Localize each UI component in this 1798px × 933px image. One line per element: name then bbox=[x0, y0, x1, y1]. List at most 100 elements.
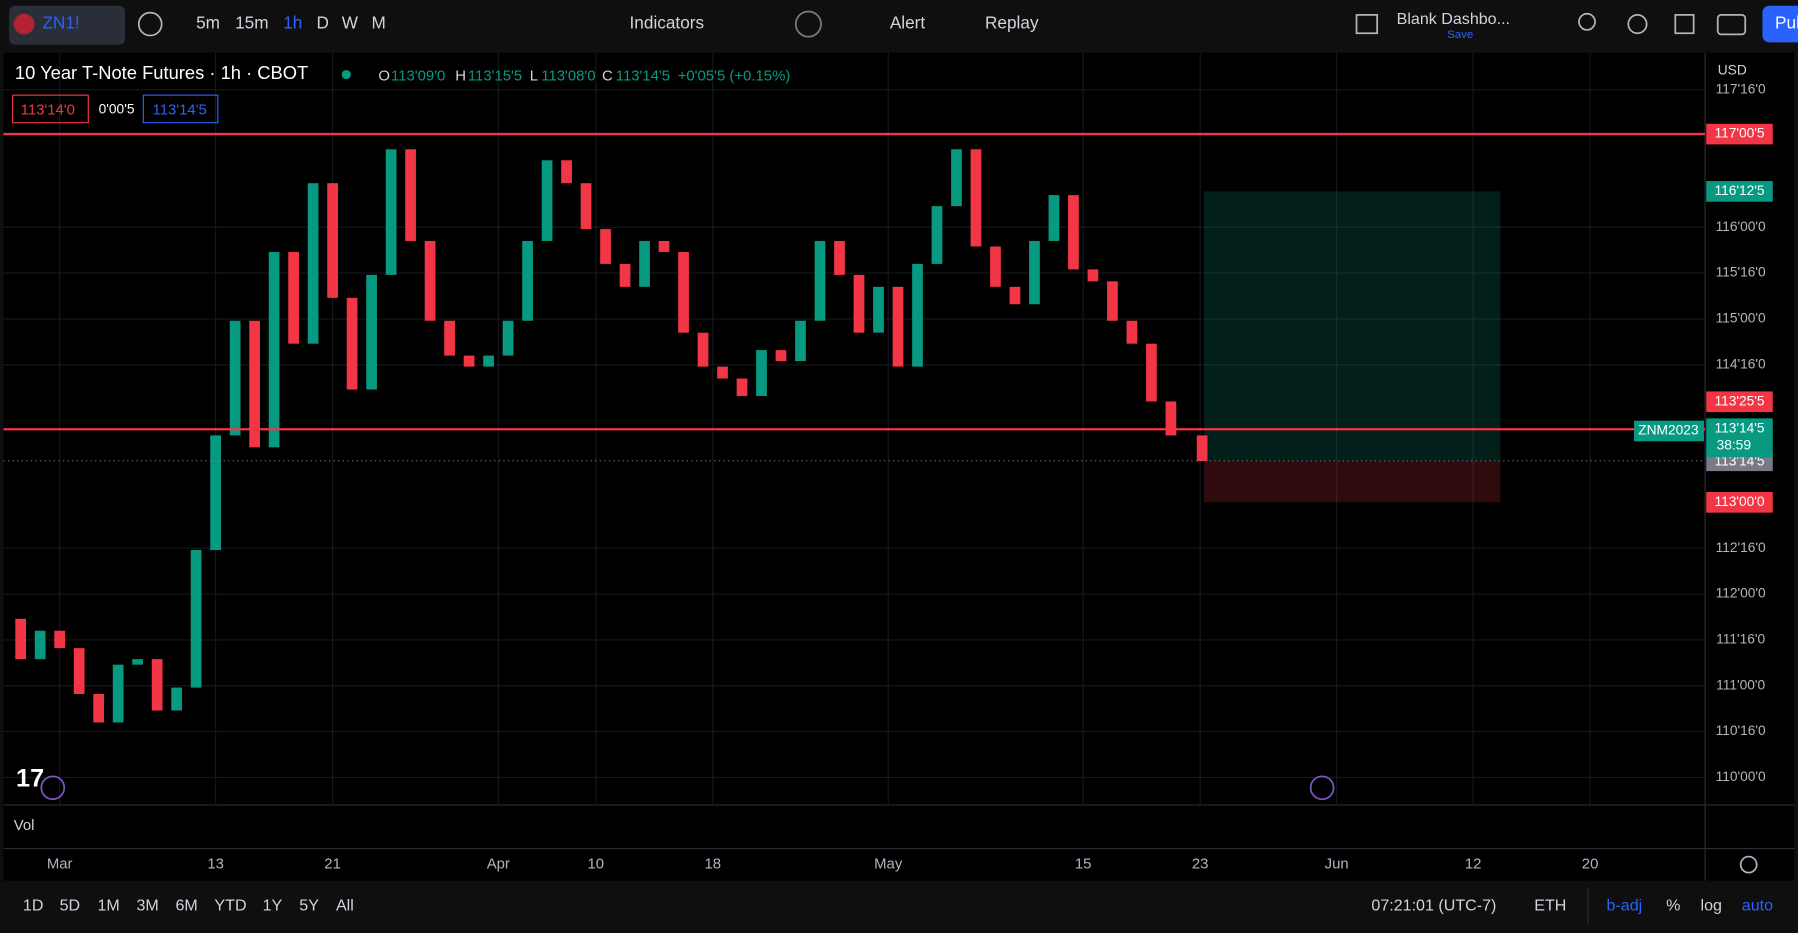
session[interactable]: ETH bbox=[1534, 895, 1567, 914]
candle bbox=[522, 240, 533, 321]
candle bbox=[463, 355, 475, 367]
interval[interactable]: 1h bbox=[283, 13, 303, 34]
publish-button[interactable] bbox=[1762, 5, 1798, 43]
candle bbox=[697, 332, 709, 367]
range[interactable]: 1Y bbox=[262, 895, 283, 914]
option[interactable]: auto bbox=[1741, 895, 1774, 914]
candle bbox=[502, 320, 514, 356]
y-tick-label: 115'00'0 bbox=[1716, 311, 1766, 326]
settings-icon[interactable] bbox=[1627, 14, 1648, 35]
candle bbox=[405, 149, 416, 241]
replay-button[interactable]: Replay bbox=[984, 13, 1039, 34]
x-tick-label: 15 bbox=[1075, 857, 1092, 873]
layout-icon[interactable] bbox=[1355, 14, 1379, 35]
candle bbox=[288, 251, 299, 344]
candle bbox=[229, 320, 241, 436]
ohlc-key: C bbox=[602, 66, 613, 84]
price-label: 113'25'5 bbox=[1714, 393, 1764, 408]
publish-label[interactable]: Publish bbox=[1775, 13, 1798, 34]
candle bbox=[1087, 269, 1099, 282]
interval[interactable]: M bbox=[371, 13, 386, 34]
candle bbox=[1029, 240, 1040, 305]
layout-save[interactable]: Save bbox=[1447, 28, 1474, 42]
candle bbox=[93, 694, 105, 723]
indicators-button[interactable]: Indicators bbox=[629, 13, 705, 34]
option[interactable]: b-adj bbox=[1606, 895, 1643, 914]
x-tick-label: 10 bbox=[588, 857, 605, 873]
ask-box bbox=[142, 94, 219, 124]
candle bbox=[268, 251, 280, 448]
interval[interactable]: D bbox=[316, 13, 329, 34]
range[interactable]: 5Y bbox=[299, 895, 319, 914]
price-label-box bbox=[1706, 391, 1773, 413]
search-icon[interactable] bbox=[1578, 12, 1596, 31]
last-price-box bbox=[1706, 418, 1773, 458]
add-icon[interactable] bbox=[137, 11, 163, 37]
y-tick-label: 114'16'0 bbox=[1716, 356, 1766, 371]
spread: 0'00'5 bbox=[98, 100, 135, 117]
candle bbox=[444, 320, 455, 356]
candle bbox=[112, 664, 124, 723]
y-tick-label: 111'16'0 bbox=[1716, 632, 1765, 647]
range[interactable]: 1D bbox=[22, 895, 44, 914]
candle bbox=[307, 183, 319, 344]
candle bbox=[561, 160, 572, 184]
candle bbox=[1107, 281, 1118, 321]
price-label-box bbox=[1706, 123, 1773, 145]
nav-icon[interactable] bbox=[1309, 775, 1335, 801]
currency[interactable]: USD bbox=[1717, 61, 1747, 78]
candle bbox=[853, 274, 865, 333]
candle bbox=[678, 251, 689, 333]
camera-icon[interactable] bbox=[1716, 14, 1747, 36]
y-tick-label: 111'00'0 bbox=[1716, 677, 1765, 692]
candle bbox=[814, 240, 826, 321]
candle bbox=[171, 687, 182, 711]
range[interactable]: 3M bbox=[136, 895, 159, 914]
range[interactable]: All bbox=[335, 895, 354, 914]
range[interactable]: 5D bbox=[59, 895, 81, 914]
clock[interactable]: 07:21:01 (UTC-7) bbox=[1371, 895, 1497, 914]
candle bbox=[795, 320, 806, 362]
ask[interactable]: 113'14'5 bbox=[152, 100, 207, 119]
symbol-box[interactable] bbox=[9, 5, 125, 45]
y-tick-label: 112'00'0 bbox=[1716, 586, 1766, 601]
fullscreen-icon[interactable] bbox=[1674, 14, 1695, 35]
nav-icon[interactable] bbox=[40, 775, 66, 801]
candle bbox=[931, 206, 943, 264]
layout-name[interactable]: Blank Dashbo... bbox=[1396, 9, 1510, 28]
symbol-badge-label: ZNM2023 bbox=[1638, 423, 1699, 438]
candle bbox=[658, 240, 670, 252]
candle bbox=[580, 183, 592, 230]
candle bbox=[834, 240, 845, 275]
position-label-box bbox=[1706, 492, 1773, 513]
interval[interactable]: W bbox=[341, 13, 358, 34]
ohlc-value: 113'09'0 bbox=[391, 66, 446, 84]
candle bbox=[249, 320, 260, 448]
interval[interactable]: 15m bbox=[235, 13, 269, 34]
range[interactable]: 1M bbox=[97, 895, 120, 914]
legend-title: 10 Year T-Note Futures · 1h · CBOT bbox=[14, 64, 309, 84]
candle bbox=[34, 630, 46, 660]
candle bbox=[600, 229, 611, 264]
candle bbox=[190, 550, 202, 688]
axes: Mar 13 21 Apr 10 18 May 15 23 Jun 12 20 110'00'0 110'… bbox=[47, 81, 1773, 873]
x-tick-label: Apr bbox=[487, 857, 510, 873]
option[interactable]: log bbox=[1700, 895, 1722, 914]
symbol[interactable]: ZN1! bbox=[42, 13, 80, 34]
y-tick-label: 115'16'0 bbox=[1716, 265, 1766, 280]
x-tick-label: 13 bbox=[207, 857, 224, 873]
option[interactable]: % bbox=[1666, 895, 1681, 914]
candle bbox=[424, 240, 436, 321]
settings-icon[interactable] bbox=[1739, 855, 1758, 874]
y-tick-label: 110'00'0 bbox=[1716, 769, 1766, 784]
candle bbox=[15, 618, 27, 660]
bid[interactable]: 113'14'0 bbox=[20, 100, 75, 119]
v-icon[interactable] bbox=[794, 10, 822, 38]
range[interactable]: 6M bbox=[175, 895, 198, 914]
alert-button[interactable]: Alert bbox=[889, 13, 926, 34]
candle bbox=[990, 246, 1001, 287]
range[interactable]: YTD bbox=[214, 895, 247, 914]
candle bbox=[54, 630, 66, 649]
interval[interactable]: 5m bbox=[196, 13, 220, 34]
